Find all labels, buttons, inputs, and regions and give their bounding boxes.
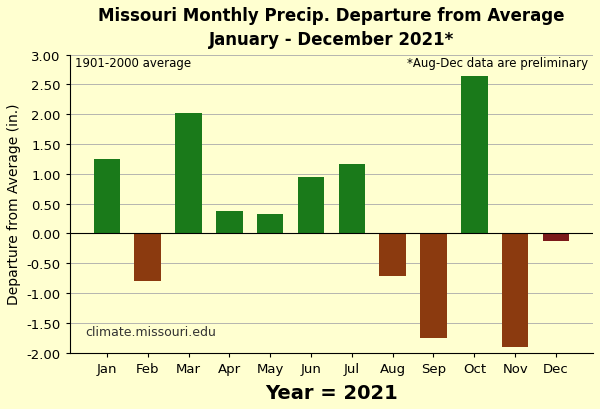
Text: 1901-2000 average: 1901-2000 average	[75, 57, 191, 70]
Bar	[175, 114, 202, 234]
Bar	[216, 211, 242, 234]
Bar	[379, 234, 406, 277]
Bar	[461, 76, 488, 234]
Bar	[420, 234, 447, 338]
X-axis label: Year = 2021: Year = 2021	[265, 383, 398, 402]
Bar	[338, 164, 365, 234]
Text: *Aug-Dec data are preliminary: *Aug-Dec data are preliminary	[407, 57, 588, 70]
Text: climate.missouri.edu: climate.missouri.edu	[85, 325, 217, 338]
Bar	[257, 215, 283, 234]
Bar	[543, 234, 569, 242]
Bar	[134, 234, 161, 281]
Title: Missouri Monthly Precip. Departure from Average
January - December 2021*: Missouri Monthly Precip. Departure from …	[98, 7, 565, 48]
Bar	[502, 234, 529, 347]
Bar	[94, 160, 120, 234]
Y-axis label: Departure from Average (in.): Departure from Average (in.)	[7, 103, 21, 305]
Bar	[298, 178, 324, 234]
